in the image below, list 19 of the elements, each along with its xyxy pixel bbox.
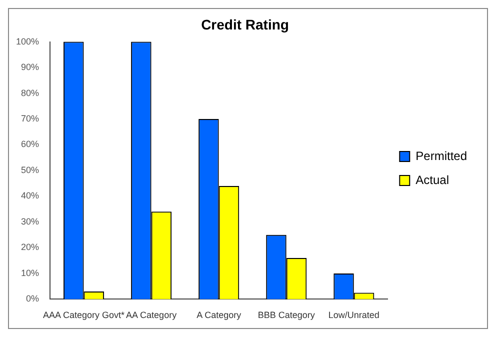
y-tick-label: 60% (21, 139, 40, 150)
y-tick-label: 80% (21, 88, 40, 98)
x-tick-label: AAA Category Govt* (43, 310, 126, 320)
x-tick-label: BBB Category (258, 310, 316, 320)
y-tick-label: 50% (21, 164, 40, 175)
y-tick-label: 70% (21, 114, 40, 124)
y-tick-label: 20% (21, 242, 40, 252)
y-tick-label: 0% (26, 294, 40, 304)
y-tick-label: 90% (21, 62, 40, 72)
chart-title: Credit Rating (201, 16, 289, 32)
x-tick-label: A Category (196, 310, 242, 320)
legend-label: Actual (416, 172, 450, 187)
legend-label: Permitted (416, 148, 468, 163)
y-tick-label: 10% (21, 268, 40, 278)
y-tick-label: 30% (21, 216, 40, 226)
x-tick-label: Low/Unrated (328, 310, 380, 320)
y-tick-label: 40% (21, 190, 40, 201)
x-tick-label: AA Category (126, 310, 178, 320)
y-tick-label: 100% (16, 36, 40, 46)
